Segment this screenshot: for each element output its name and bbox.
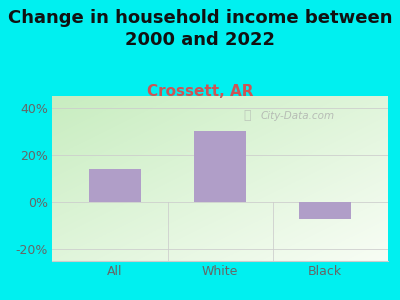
Text: ⓘ: ⓘ (244, 109, 251, 122)
Bar (194, 131, 246, 202)
Bar (299, 202, 351, 219)
Text: City-Data.com: City-Data.com (260, 111, 334, 121)
Text: Crossett, AR: Crossett, AR (147, 84, 253, 99)
Text: Change in household income between
2000 and 2022: Change in household income between 2000 … (8, 9, 392, 49)
Bar (89, 169, 141, 202)
